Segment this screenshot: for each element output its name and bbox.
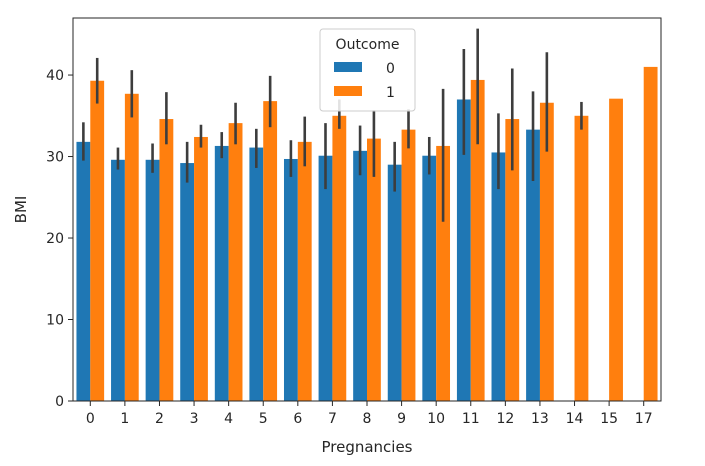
x-tick-label: 13: [531, 411, 549, 427]
x-tick-label: 2: [155, 411, 164, 427]
error-bars-layer: [82, 28, 583, 222]
bar-outcome-0-pregnancies-7: [318, 155, 333, 401]
x-tick-label: 12: [496, 411, 514, 427]
bar-outcome-1-pregnancies-11: [470, 79, 485, 401]
y-tick-label: 30: [46, 150, 64, 166]
bar-outcome-1-pregnancies-7: [332, 115, 347, 401]
legend-swatch-outcome-0: [334, 62, 362, 72]
legend-label-outcome-0: 0: [386, 61, 395, 77]
x-tick-label: 3: [190, 411, 199, 427]
x-tick-label: 0: [86, 411, 95, 427]
bar-outcome-0-pregnancies-9: [387, 164, 402, 401]
bar-outcome-0-pregnancies-11: [456, 99, 471, 401]
legend: Outcome 0 1: [319, 28, 416, 112]
bar-outcome-0-pregnancies-0: [76, 141, 91, 401]
legend-label-outcome-1: 1: [386, 85, 395, 101]
bar-outcome-1-pregnancies-3: [194, 136, 208, 401]
bar-outcome-1-pregnancies-0: [90, 80, 105, 401]
bar-outcome-0-pregnancies-1: [111, 159, 125, 401]
y-tick-label: 10: [46, 313, 64, 329]
bar-outcome-1-pregnancies-1: [124, 93, 139, 402]
bar-outcome-0-pregnancies-10: [422, 155, 437, 401]
y-tick-label: 0: [55, 394, 64, 410]
bar-outcome-1-pregnancies-14: [574, 115, 589, 401]
bar-outcome-0-pregnancies-12: [491, 152, 506, 401]
y-axis-label: BMI: [12, 196, 30, 224]
bar-outcome-1-pregnancies-10: [436, 145, 451, 401]
legend-title: Outcome: [336, 37, 400, 53]
bar-outcome-0-pregnancies-3: [180, 163, 195, 401]
bar-outcome-1-pregnancies-5: [263, 101, 278, 402]
bar-outcome-1-pregnancies-6: [297, 141, 312, 401]
bars-layer: [76, 66, 658, 402]
legend-swatch-outcome-1: [334, 86, 362, 96]
y-tick-label: 20: [46, 231, 64, 247]
bar-outcome-0-pregnancies-6: [283, 158, 298, 401]
x-tick-label: 11: [462, 411, 480, 427]
x-axis-label: Pregnancies: [321, 438, 412, 456]
bar-outcome-0-pregnancies-5: [249, 147, 264, 401]
x-tick-label: 4: [224, 411, 233, 427]
bar-outcome-0-pregnancies-4: [214, 145, 229, 401]
bar-outcome-1-pregnancies-9: [401, 129, 416, 401]
bar-outcome-1-pregnancies-8: [367, 138, 381, 401]
bar-outcome-1-pregnancies-17: [643, 66, 658, 401]
bar-outcome-1-pregnancies-4: [228, 123, 243, 401]
x-tick-label: 5: [259, 411, 268, 427]
x-tick-label: 6: [293, 411, 302, 427]
x-tick-label: 15: [600, 411, 618, 427]
bar-outcome-1-pregnancies-12: [505, 119, 520, 401]
x-tick-label: 1: [120, 411, 129, 427]
x-tick-label: 8: [363, 411, 372, 427]
bar-outcome-0-pregnancies-13: [526, 129, 540, 401]
x-tick-label: 7: [328, 411, 337, 427]
y-tick-label: 40: [46, 68, 64, 84]
bar-outcome-1-pregnancies-2: [159, 119, 174, 401]
bar-outcome-0-pregnancies-8: [353, 150, 367, 401]
bar-outcome-0-pregnancies-2: [145, 159, 160, 401]
bar-outcome-1-pregnancies-13: [539, 102, 554, 402]
x-tick-label: 17: [635, 411, 653, 427]
y-axis: 0 10 20 30 40: [46, 68, 73, 410]
x-axis: 0 1 2 3 4 5 6 7 8 9 10 11 12 13 14 15 17: [86, 401, 653, 427]
x-tick-label: 10: [427, 411, 445, 427]
x-tick-label: 9: [397, 411, 406, 427]
bar-outcome-1-pregnancies-15: [609, 98, 623, 401]
x-tick-label: 14: [566, 411, 584, 427]
